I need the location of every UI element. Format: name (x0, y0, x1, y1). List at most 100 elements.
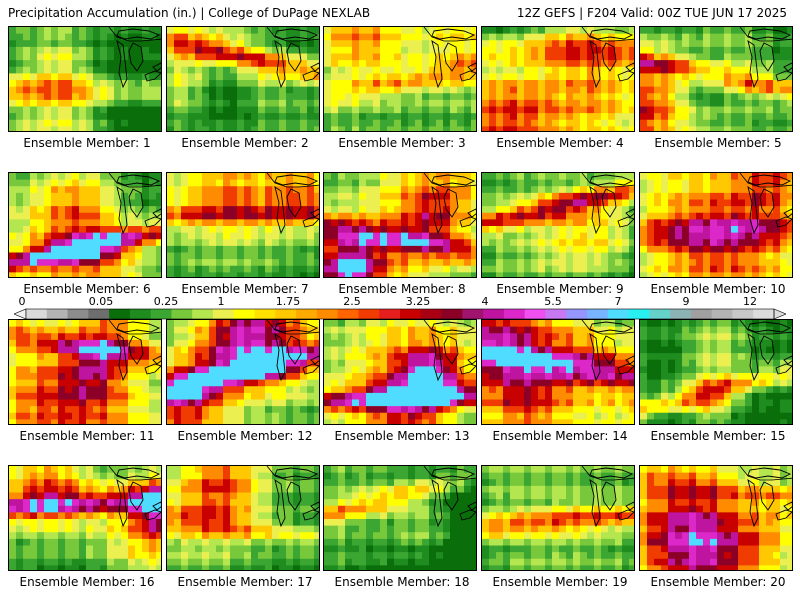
precip-cell (149, 232, 157, 240)
precip-cell (517, 199, 525, 207)
precip-cell (265, 66, 273, 74)
precip-cell (307, 320, 315, 328)
precip-cell (58, 106, 66, 114)
precip-cell (752, 186, 760, 194)
precip-cell (661, 239, 669, 247)
precip-cell (265, 179, 273, 187)
precip-cell (738, 206, 746, 214)
precip-cell (237, 80, 245, 88)
precip-cell (517, 333, 525, 341)
precip-cell (237, 106, 245, 114)
precip-cell (331, 379, 339, 387)
precip-cell (587, 86, 595, 94)
precip-cell (51, 373, 59, 381)
precip-cell (93, 265, 101, 273)
precip-cell (408, 206, 416, 214)
precip-cell (622, 206, 630, 214)
precip-cell (745, 212, 753, 220)
precip-cell (408, 245, 416, 254)
precip-cell (503, 106, 511, 114)
precip-cell (387, 386, 395, 394)
precip-cell (216, 119, 224, 127)
lake-outline (286, 188, 302, 218)
precip-cell (489, 333, 497, 341)
precip-cell (272, 66, 280, 74)
precip-cell (538, 179, 546, 187)
precip-cell (300, 199, 308, 207)
precip-cell (517, 245, 525, 254)
precip-cell (93, 27, 101, 35)
precip-cell (181, 320, 189, 328)
precip-cell (503, 359, 511, 367)
lake-outline (274, 185, 286, 235)
precip-cell (100, 33, 108, 41)
precip-cell (675, 93, 683, 101)
ensemble-member-label: Ensemble Member: 12 (177, 429, 313, 443)
precip-cell (272, 99, 280, 108)
precip-cell (51, 239, 59, 247)
precip-cell (338, 339, 346, 348)
precip-cell (230, 412, 238, 420)
precip-cell (65, 186, 73, 194)
precip-cell (135, 412, 143, 420)
precip-cell (258, 359, 266, 367)
precip-cell (237, 226, 245, 234)
precip-cell (601, 126, 609, 131)
precip-cell (675, 46, 683, 55)
precip-cell (503, 259, 511, 267)
precip-cell (682, 106, 690, 114)
precip-cell (408, 419, 416, 424)
precip-cell (538, 46, 546, 55)
precip-map-canvas (482, 320, 634, 424)
precip-cell (23, 126, 31, 131)
precip-cell (503, 245, 511, 254)
precip-cell (324, 245, 332, 254)
precip-cell (307, 126, 315, 131)
precip-cell (464, 212, 472, 220)
precip-cell (265, 106, 273, 114)
precip-cell (552, 199, 560, 207)
precip-cell (142, 373, 150, 381)
precip-cell (654, 232, 662, 240)
precip-cell (422, 252, 430, 260)
precip-cell (51, 219, 59, 227)
precip-cell (79, 379, 87, 387)
precip-cell (65, 245, 73, 254)
precip-cell (128, 226, 136, 234)
precip-cell (195, 46, 203, 55)
precip-cell (300, 386, 308, 394)
precip-cell (156, 226, 161, 234)
precip-cell (107, 320, 115, 328)
precip-cell (517, 259, 525, 267)
precip-cell (359, 232, 367, 240)
precip-cell (640, 232, 648, 240)
precip-cell (647, 33, 655, 41)
precip-cell (93, 366, 101, 374)
precip-cell (696, 126, 704, 131)
precip-cell (174, 239, 182, 247)
precip-cell (237, 333, 245, 341)
precip-cell (107, 245, 115, 254)
precip-map (166, 172, 320, 278)
precip-cell (286, 80, 294, 88)
precip-cell (464, 206, 472, 214)
precip-cell (156, 326, 161, 334)
precip-cell (202, 186, 210, 194)
precip-cell (128, 179, 136, 187)
precip-cell (209, 106, 217, 114)
precip-cell (300, 245, 308, 254)
precip-cell (156, 119, 161, 127)
precip-cell (93, 192, 101, 201)
precip-cell (717, 186, 725, 194)
precip-cell (661, 179, 669, 187)
precip-cell (675, 206, 683, 214)
precip-cell (359, 406, 367, 414)
precip-cell (415, 173, 423, 181)
precip-cell (496, 399, 504, 407)
precip-cell (373, 379, 381, 387)
precip-cell (682, 80, 690, 88)
precip-cell (373, 406, 381, 414)
precip-cell (496, 192, 504, 201)
precip-cell (640, 126, 648, 131)
precip-cell (359, 86, 367, 94)
